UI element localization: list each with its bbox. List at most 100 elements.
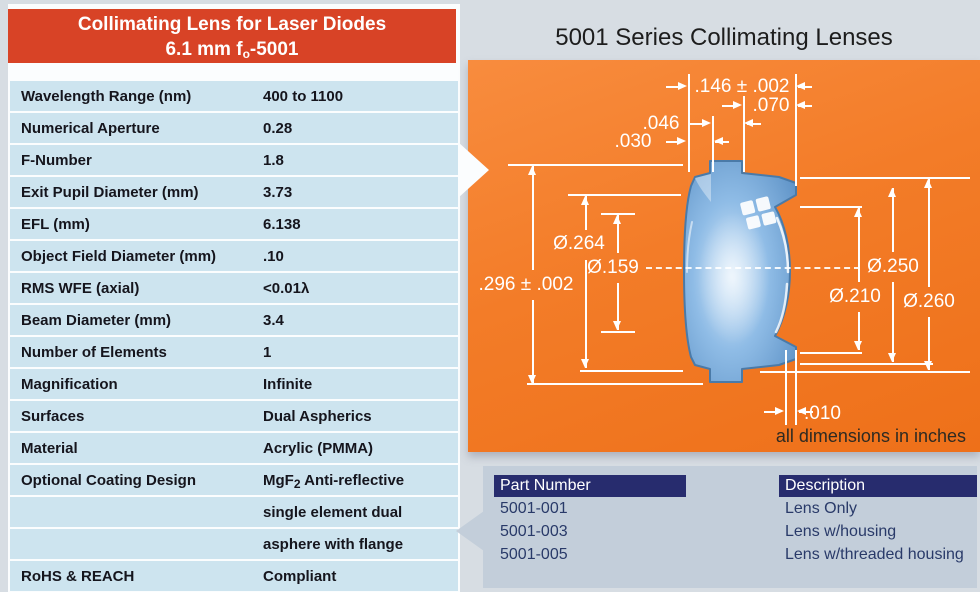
- spec-label: Beam Diameter (mm): [21, 312, 172, 329]
- dimension-arrow: [888, 353, 896, 362]
- lens-flange-highlight: [695, 174, 711, 202]
- spec-label: Number of Elements: [21, 344, 167, 361]
- dim-dia-159: Ø.159: [587, 257, 639, 278]
- spec-value: 0.28: [263, 120, 293, 137]
- spec-row: asphere with flange: [10, 529, 458, 559]
- dimension-arrow: [528, 375, 536, 384]
- spec-header-line2: 6.1 mm fo-5001: [8, 37, 456, 67]
- spec-value: 3.73: [263, 184, 293, 201]
- dimension-line: [585, 196, 587, 230]
- spec-value: Acrylic (PMMA): [263, 440, 374, 457]
- spec-value: single element dual: [263, 504, 403, 521]
- spec-rows: Wavelength Range (nm) 400 to 1100 Numerica…: [10, 81, 458, 591]
- description-column: Description Lens Only Lens w/housing Lens …: [779, 475, 977, 566]
- spec-row: F-Number 1.8: [10, 145, 458, 175]
- dimension-line: [800, 363, 933, 365]
- spec-value: 6.138: [263, 216, 301, 233]
- spec-label: Magnification: [21, 376, 118, 393]
- spec-value: 400 to 1100: [263, 88, 344, 105]
- dimension-line: [617, 215, 619, 253]
- dimension-line: [601, 331, 635, 333]
- spec-header-line2-post: -5001: [249, 39, 299, 60]
- dimensions-note: all dimensions in inches: [775, 426, 966, 446]
- dimension-line: [800, 352, 862, 354]
- spec-value: Dual Aspherics: [263, 408, 372, 425]
- spec-label: RMS WFE (axial): [21, 280, 140, 297]
- dimension-arrow: [613, 215, 621, 224]
- spec-row: EFL (mm) 6.138: [10, 209, 458, 239]
- spec-row: single element dual: [10, 497, 458, 527]
- spec-row: Wavelength Range (nm) 400 to 1100: [10, 81, 458, 111]
- dimension-arrow: [888, 188, 896, 197]
- dimension-line: [928, 317, 930, 370]
- dimension-arrow: [677, 137, 686, 145]
- dimension-arrow: [797, 407, 806, 415]
- spec-value: Compliant: [263, 568, 337, 585]
- dimension-line: [798, 105, 812, 107]
- diagram-title: 5001 Series Collimating Lenses: [555, 24, 893, 51]
- dim-step-030: .030: [614, 131, 652, 152]
- dimension-arrow: [528, 166, 536, 175]
- dimension-line: [764, 411, 778, 413]
- spec-row: RMS WFE (axial) <0.01λ: [10, 273, 458, 303]
- part-number-cell: 5001-001: [500, 500, 568, 517]
- parts-panel: Part Number 5001-001 5001-003 5001-005 Des…: [483, 466, 977, 588]
- dimension-arrow: [581, 196, 589, 205]
- dimension-line: [743, 96, 745, 172]
- dimension-line: [580, 370, 683, 372]
- subscript: 2: [293, 477, 301, 491]
- dim-overall-height: .296 ± .002: [478, 274, 574, 295]
- spec-label: Object Field Diameter (mm): [21, 248, 217, 265]
- dimension-line: [785, 350, 787, 425]
- dim-offset-010: .010: [804, 403, 841, 424]
- dimension-line: [712, 116, 714, 172]
- dimension-line: [666, 141, 680, 143]
- dimension-line: [617, 283, 619, 330]
- dim-overall-thickness: .146 ± .002: [694, 76, 790, 97]
- spec-value: 1: [263, 344, 272, 361]
- spec-header-line2-pre: 6.1 mm f: [165, 39, 243, 60]
- description-cell: Lens Only: [785, 500, 858, 517]
- dimension-line: [689, 123, 703, 125]
- dimension-line: [858, 312, 860, 350]
- text-part: Anti-reflective: [300, 472, 405, 489]
- spec-row: Magnification Infinite: [10, 369, 458, 399]
- dimension-line: [532, 300, 534, 384]
- dimension-line: [858, 208, 860, 282]
- dimension-arrow: [678, 82, 687, 90]
- optical-centerline: [646, 267, 860, 269]
- parts-panel-pointer: [456, 511, 484, 551]
- spec-value: .10: [263, 248, 284, 265]
- dimension-line: [892, 188, 894, 252]
- spec-row: Material Acrylic (PMMA): [10, 433, 458, 463]
- spec-value: MgF2 Anti-reflective: [263, 472, 404, 491]
- dimension-arrow: [854, 341, 862, 350]
- spec-label: EFL (mm): [21, 216, 90, 233]
- dimension-line: [585, 260, 587, 368]
- part-number-column: Part Number 5001-001 5001-003 5001-005: [494, 475, 686, 566]
- spec-label: F-Number: [21, 152, 92, 169]
- spec-label: Surfaces: [21, 408, 85, 425]
- dimension-line: [532, 166, 534, 270]
- spec-row: Object Field Diameter (mm) .10: [10, 241, 458, 271]
- spec-row: Beam Diameter (mm) 3.4: [10, 305, 458, 335]
- spec-row: RoHS & REACH Compliant: [10, 561, 458, 591]
- spec-value: 3.4: [263, 312, 284, 329]
- dimension-line: [928, 179, 930, 287]
- dimension-arrow: [775, 407, 784, 415]
- dimension-arrow: [924, 179, 932, 188]
- spec-label: Wavelength Range (nm): [21, 88, 192, 105]
- dimension-line: [666, 86, 680, 88]
- dim-dia-250: Ø.250: [867, 256, 919, 277]
- dim-step-046: .046: [642, 113, 680, 134]
- lens-illustration: [683, 160, 797, 383]
- part-number-cell: 5001-005: [500, 546, 568, 563]
- dimension-line: [527, 383, 703, 385]
- dim-flange-thickness: .070: [752, 95, 790, 116]
- dim-dia-264: Ø.264: [553, 233, 605, 254]
- dimension-arrow: [714, 137, 723, 145]
- spec-header-line2-sub: o: [242, 47, 250, 61]
- spec-header-line1: Collimating Lens for Laser Diodes: [77, 14, 387, 35]
- lens-center-glow: [698, 212, 770, 344]
- text-part: MgF: [263, 472, 294, 489]
